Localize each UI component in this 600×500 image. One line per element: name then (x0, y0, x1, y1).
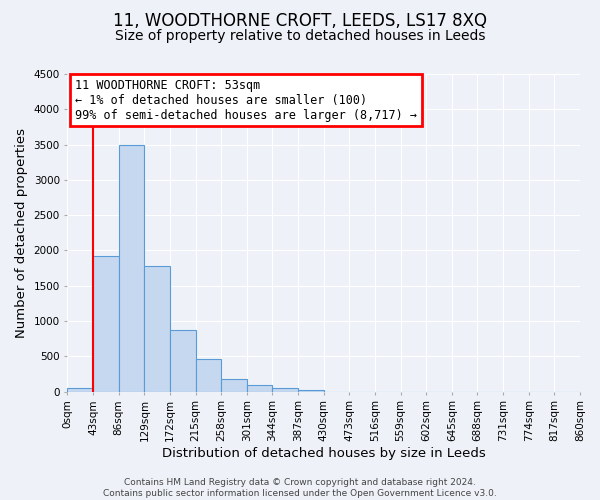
X-axis label: Distribution of detached houses by size in Leeds: Distribution of detached houses by size … (162, 447, 485, 460)
Text: 11 WOODTHORNE CROFT: 53sqm
← 1% of detached houses are smaller (100)
99% of semi: 11 WOODTHORNE CROFT: 53sqm ← 1% of detac… (75, 79, 417, 122)
Bar (67, 388, 93, 392)
Bar (170, 330, 196, 392)
Y-axis label: Number of detached properties: Number of detached properties (15, 128, 28, 338)
Text: 11, WOODTHORNE CROFT, LEEDS, LS17 8XQ: 11, WOODTHORNE CROFT, LEEDS, LS17 8XQ (113, 12, 487, 30)
Bar (221, 378, 247, 392)
Bar (272, 388, 298, 392)
Bar (196, 359, 221, 392)
Bar (145, 266, 170, 392)
Text: Size of property relative to detached houses in Leeds: Size of property relative to detached ho… (115, 29, 485, 43)
Text: Contains HM Land Registry data © Crown copyright and database right 2024.
Contai: Contains HM Land Registry data © Crown c… (103, 478, 497, 498)
Bar (119, 144, 145, 392)
Bar (298, 390, 324, 392)
Bar (247, 384, 272, 392)
Bar (93, 256, 119, 392)
